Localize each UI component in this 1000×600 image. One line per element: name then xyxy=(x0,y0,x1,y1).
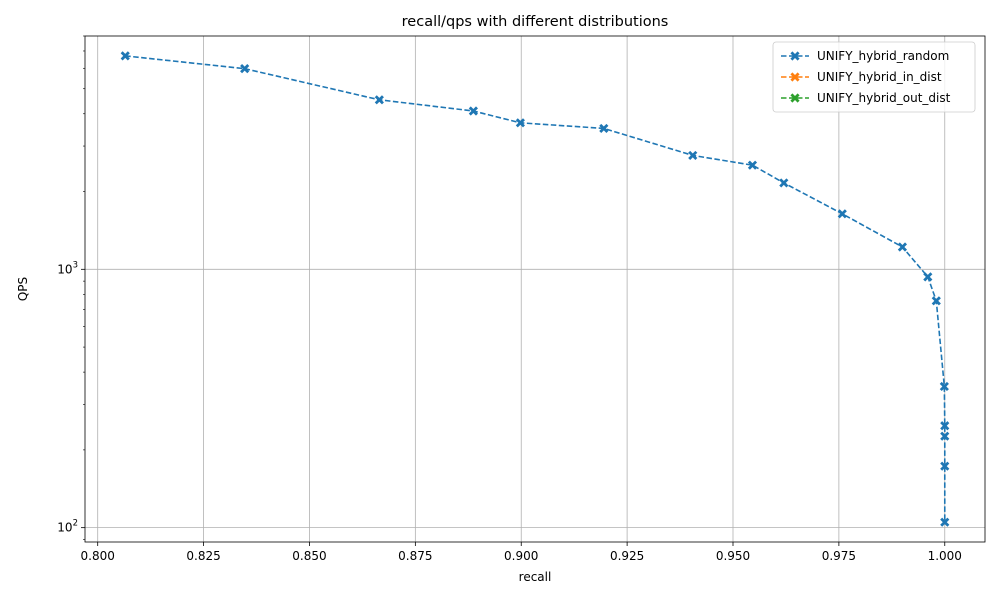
data-point xyxy=(923,272,933,282)
data-point xyxy=(747,160,758,170)
data-point xyxy=(120,51,130,61)
data-point xyxy=(939,381,949,392)
x-tick-label: 0.900 xyxy=(504,549,538,563)
legend-box xyxy=(772,41,976,113)
data-point xyxy=(940,461,950,471)
data-point xyxy=(515,118,525,128)
data-point xyxy=(599,123,609,134)
legend-entry: UNIFY_hybrid_in_dist xyxy=(781,70,942,84)
series-UNIFY_hybrid_random xyxy=(120,51,950,527)
x-tick-label: 0.975 xyxy=(822,549,856,563)
chart-title: recall/qps with different distributions xyxy=(402,14,669,30)
legend-swatch-marker xyxy=(790,93,800,103)
y-axis-label: QPS xyxy=(16,277,30,301)
data-point xyxy=(931,296,941,306)
data-point xyxy=(468,106,478,116)
series-layer xyxy=(120,51,950,527)
x-axis-label: recall xyxy=(519,570,552,584)
x-tick-label: 0.850 xyxy=(292,549,326,563)
plot-frame xyxy=(84,35,986,543)
legend: UNIFY_hybrid_random UNIFY_hybrid_in_dist U… xyxy=(772,41,976,113)
legend-label: UNIFY_hybrid_random xyxy=(817,49,949,63)
x-tick-label: 0.825 xyxy=(186,549,220,563)
data-point xyxy=(940,431,950,441)
x-tick-label: 0.925 xyxy=(610,549,644,563)
data-point xyxy=(779,178,789,188)
data-point xyxy=(837,209,847,219)
x-tick-label: 1.000 xyxy=(928,549,962,563)
legend-swatch-marker xyxy=(790,51,800,61)
legend-entry: UNIFY_hybrid_random xyxy=(781,49,949,63)
x-tick-label: 0.875 xyxy=(398,549,432,563)
legend-swatch-marker xyxy=(790,72,800,82)
grid-lines xyxy=(85,36,985,542)
data-point xyxy=(940,421,950,431)
x-axis: 0.800 0.825 0.850 0.875 0.900 0.925 0.950 0.975… xyxy=(81,542,962,563)
data-point xyxy=(940,517,950,527)
legend-label: UNIFY_hybrid_in_dist xyxy=(817,70,942,84)
legend-label: UNIFY_hybrid_out_dist xyxy=(817,91,951,105)
x-tick-label: 0.950 xyxy=(716,549,750,563)
data-point xyxy=(688,150,698,160)
data-point xyxy=(240,64,250,74)
x-tick-label: 0.800 xyxy=(81,549,115,563)
data-point xyxy=(374,95,384,105)
data-point xyxy=(897,242,908,252)
legend-entry: UNIFY_hybrid_out_dist xyxy=(781,91,951,105)
